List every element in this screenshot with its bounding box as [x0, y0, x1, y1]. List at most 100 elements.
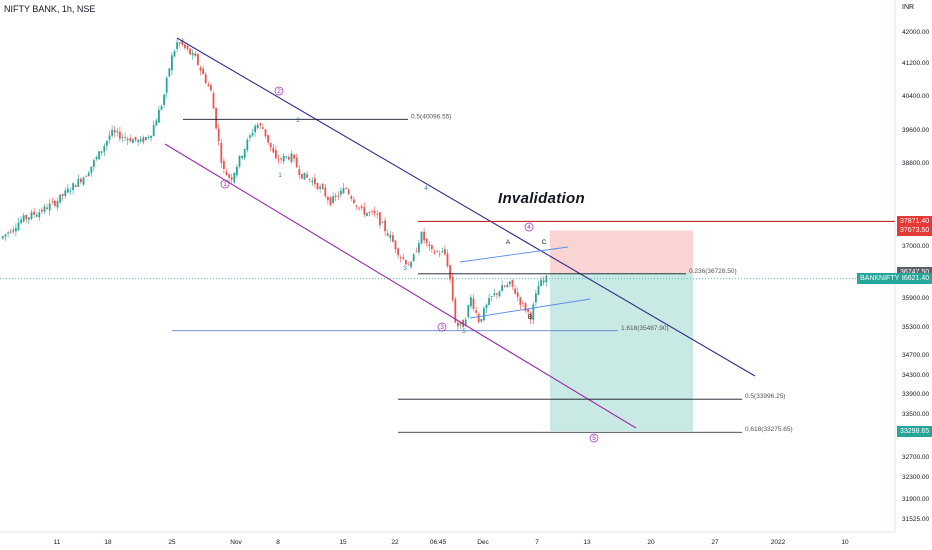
candle: [220, 142, 223, 163]
candle: [38, 212, 41, 218]
candle: [334, 195, 337, 198]
candle: [415, 251, 418, 253]
candle: [360, 206, 363, 208]
candle: [64, 190, 67, 197]
candle: [319, 186, 321, 189]
symbol-tag: BANKNIFTY: [857, 273, 903, 285]
candle: [80, 178, 82, 183]
candle: [514, 288, 516, 294]
candle: [347, 189, 350, 195]
y-tick-label: 32700.00: [902, 454, 929, 461]
candle: [168, 68, 171, 77]
x-tick-label: 25: [168, 539, 176, 546]
wave-label: 3: [440, 324, 444, 331]
candle: [425, 238, 428, 244]
candle: [496, 293, 498, 295]
candle: [72, 183, 74, 191]
candle: [7, 232, 9, 234]
candle: [446, 253, 449, 267]
candle: [262, 127, 264, 129]
candle: [20, 219, 22, 224]
candle: [418, 243, 420, 253]
candle: [236, 166, 238, 176]
candle: [501, 285, 503, 292]
candle: [345, 188, 347, 190]
candle: [524, 303, 527, 311]
candle: [137, 140, 139, 143]
candle: [537, 285, 540, 295]
candle: [259, 123, 262, 126]
invalidation-label: Invalidation: [498, 190, 585, 207]
candle: [490, 296, 493, 297]
price-tag: 33298.65: [897, 425, 932, 437]
candle: [243, 148, 246, 159]
candle: [342, 188, 345, 194]
stop-loss-zone: [550, 230, 693, 273]
wave-label: 5: [462, 328, 466, 335]
candle: [124, 137, 126, 139]
candle: [410, 262, 412, 267]
candle: [15, 227, 17, 232]
candle: [82, 177, 85, 185]
candle: [48, 203, 51, 211]
candle: [436, 251, 438, 253]
target-zone: [550, 272, 693, 432]
candle: [324, 187, 327, 197]
candle: [241, 155, 243, 159]
candle: [184, 44, 186, 48]
candle: [485, 304, 488, 309]
candle: [87, 172, 90, 176]
candle: [321, 184, 324, 189]
candle: [373, 211, 376, 214]
candle: [98, 151, 100, 160]
candle: [74, 185, 77, 187]
candle: [353, 199, 355, 204]
candle: [22, 215, 25, 222]
candle: [522, 302, 524, 304]
candle: [285, 156, 288, 158]
candle: [2, 236, 4, 239]
candle: [503, 285, 506, 287]
candle: [217, 128, 220, 142]
candle: [163, 94, 165, 105]
candle: [467, 305, 470, 317]
wave-label: 2: [277, 88, 281, 95]
x-tick-label: 27: [711, 539, 719, 546]
candle: [412, 254, 415, 262]
x-tick-label: 10: [841, 539, 849, 546]
wave-label: B: [528, 314, 532, 321]
wave-label: A: [506, 239, 511, 246]
candle: [181, 39, 184, 45]
y-tick-label: 33900.00: [902, 391, 929, 398]
candle: [132, 139, 134, 144]
candle: [238, 155, 241, 167]
price-tag: 37871.40: [897, 215, 932, 227]
candle: [293, 154, 295, 159]
candle: [212, 93, 215, 109]
candle: [350, 196, 353, 199]
candle: [340, 190, 342, 195]
candle: [173, 51, 176, 57]
candle: [77, 178, 80, 187]
candle: [472, 298, 475, 309]
candle: [386, 233, 389, 236]
candle: [246, 139, 249, 151]
candle: [113, 129, 116, 133]
candle: [202, 68, 204, 75]
y-tick-label: 33500.00: [902, 411, 929, 418]
candle: [332, 196, 334, 204]
candle: [316, 183, 319, 189]
candle: [134, 136, 137, 141]
candle: [532, 304, 535, 320]
wave-label: 1: [278, 172, 282, 179]
candle: [12, 229, 15, 232]
candle: [423, 231, 425, 241]
candle: [264, 129, 267, 137]
candle: [269, 142, 272, 148]
candle: [384, 220, 386, 232]
y-tick-label: 37000.00: [902, 243, 929, 250]
candle: [376, 213, 379, 215]
candle: [444, 249, 446, 255]
candle: [56, 201, 59, 208]
